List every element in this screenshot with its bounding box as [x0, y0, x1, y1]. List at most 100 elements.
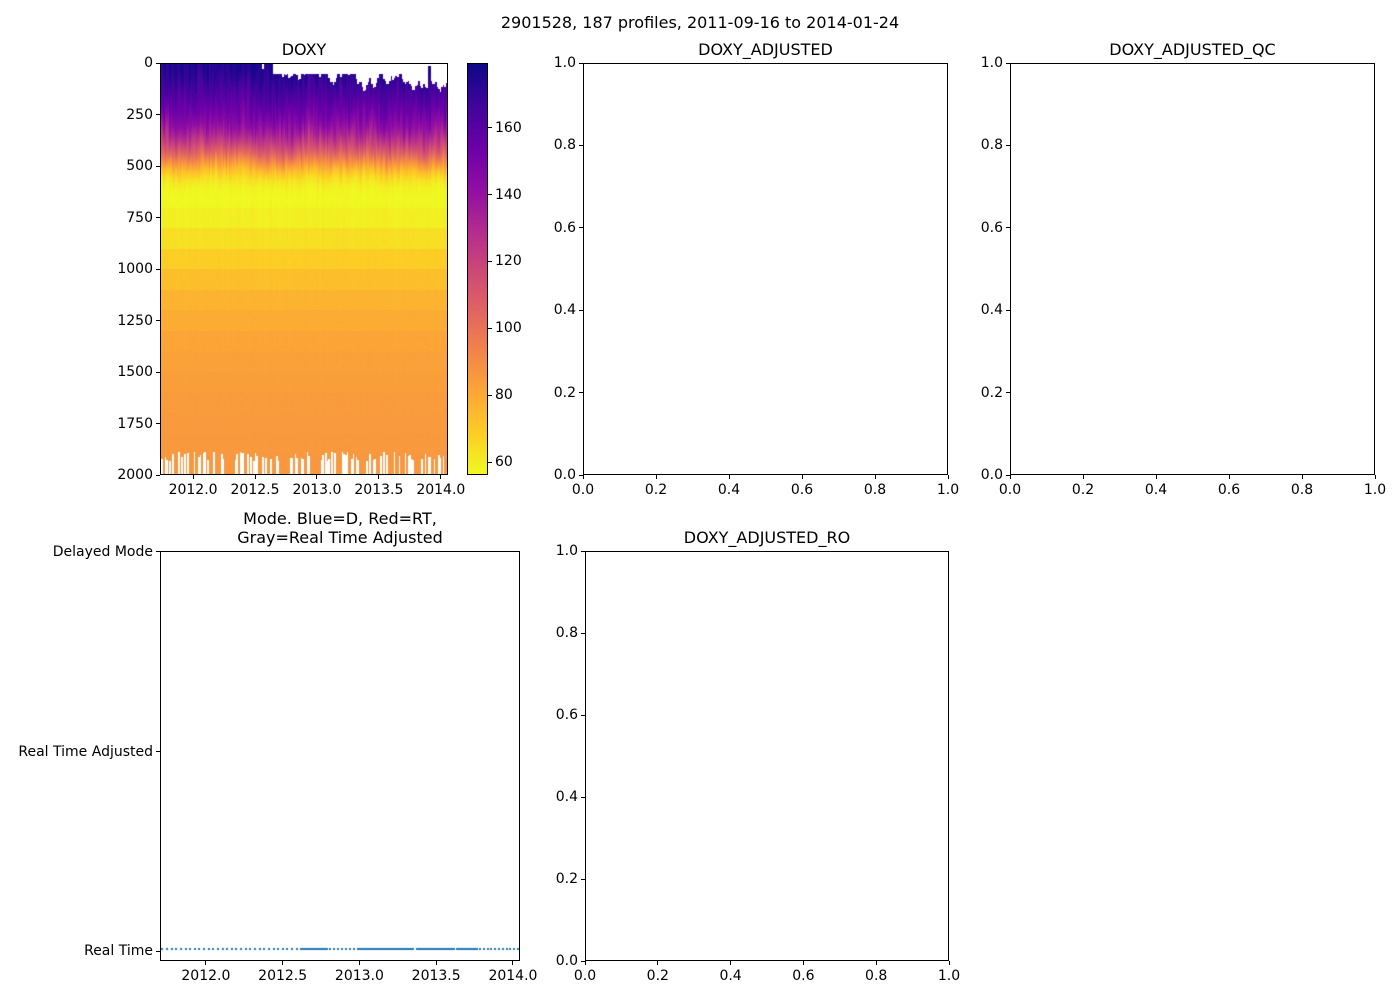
- tick-mark: [156, 320, 160, 321]
- tick-label: 0.4: [717, 482, 741, 498]
- tick-mark: [488, 194, 492, 196]
- tick-mark: [657, 961, 659, 965]
- tick-mark: [579, 474, 583, 476]
- tick-label: 160: [495, 119, 522, 136]
- tick-label: 1.0: [1363, 482, 1387, 498]
- tick-mark: [947, 475, 949, 479]
- tick-mark: [801, 475, 803, 479]
- tick-mark: [378, 475, 380, 479]
- tick-label: 0.2: [555, 871, 578, 887]
- tick-label: 1500: [117, 364, 153, 380]
- tick-label: 1.0: [936, 482, 960, 498]
- tick-label: 0.8: [553, 137, 576, 154]
- tick-label: 60: [495, 454, 513, 471]
- tick-label: 1.0: [553, 55, 576, 71]
- tick-mark: [728, 475, 730, 479]
- tick-label: 0.4: [553, 302, 576, 319]
- tick-label: 1.0: [555, 543, 578, 559]
- tick-label: 0.2: [646, 968, 669, 984]
- tick-mark: [435, 961, 437, 965]
- tick-label: 2000: [117, 467, 153, 483]
- tick-label: 2012.5: [258, 968, 308, 984]
- tick-label: 0.6: [790, 482, 814, 498]
- tick-mark: [581, 878, 585, 880]
- tick-label: 100: [495, 320, 522, 337]
- tick-mark: [205, 961, 207, 965]
- tick-mark: [254, 475, 256, 479]
- tick-label: 0.0: [980, 467, 1003, 483]
- tick-label: 1750: [117, 415, 153, 432]
- tick-mark: [582, 475, 584, 479]
- tick-mark: [579, 392, 583, 394]
- doxy-adjusted-qc-plot-title: DOXY_ADJUSTED_QC: [1109, 40, 1276, 59]
- tick-mark: [579, 144, 583, 146]
- tick-label: 0.0: [998, 482, 1022, 498]
- tick-label: 0.4: [555, 789, 578, 805]
- tick-label: 500: [126, 158, 153, 174]
- tick-label: 0.8: [980, 137, 1003, 154]
- tick-label: 1000: [117, 261, 153, 277]
- doxy-adjusted-plot-title: DOXY_ADJUSTED: [698, 40, 833, 59]
- tick-label: 140: [495, 186, 522, 203]
- tick-label: 0.6: [980, 219, 1003, 236]
- tick-label: 2013.0: [292, 482, 342, 498]
- tick-label: 1.0: [980, 55, 1003, 71]
- tick-mark: [579, 309, 583, 311]
- tick-label: 0.2: [1071, 482, 1095, 498]
- tick-label: 250: [126, 106, 153, 123]
- tick-label: 2014.0: [488, 968, 538, 984]
- tick-mark: [1374, 475, 1376, 479]
- doxy-heatmap-plot: [160, 63, 448, 475]
- tick-mark: [156, 950, 160, 952]
- tick-label: 0.6: [555, 707, 578, 723]
- tick-mark: [802, 961, 804, 965]
- tick-mark: [488, 327, 492, 329]
- tick-mark: [1006, 474, 1010, 476]
- tick-mark: [156, 114, 160, 115]
- tick-mark: [581, 796, 585, 798]
- tick-mark: [156, 217, 160, 218]
- tick-mark: [1006, 62, 1010, 64]
- tick-mark: [1301, 475, 1303, 479]
- tick-mark: [156, 474, 160, 476]
- tick-label: 0.2: [644, 482, 668, 498]
- tick-mark: [156, 423, 160, 424]
- tick-label: 2012.5: [230, 482, 280, 498]
- tick-mark: [875, 961, 877, 965]
- doxy-adjusted-ro-plot: [585, 551, 949, 961]
- tick-label: 2013.5: [411, 968, 461, 984]
- tick-mark: [1082, 475, 1084, 479]
- tick-label: 0.0: [571, 482, 595, 498]
- tick-mark: [488, 260, 492, 262]
- tick-label: Real Time: [84, 943, 153, 960]
- tick-mark: [1006, 144, 1010, 146]
- tick-label: 0.8: [555, 625, 578, 641]
- tick-mark: [581, 714, 585, 716]
- tick-label: 0.2: [553, 384, 576, 401]
- tick-label: 0.8: [1290, 482, 1314, 498]
- tick-label: 2012.0: [168, 482, 218, 498]
- tick-mark: [874, 475, 876, 479]
- tick-mark: [282, 961, 284, 965]
- tick-mark: [156, 165, 160, 167]
- tick-mark: [358, 961, 360, 965]
- tick-mark: [581, 632, 585, 634]
- tick-label: 1250: [117, 312, 153, 329]
- tick-label: 0.6: [1217, 482, 1241, 498]
- tick-mark: [488, 127, 492, 129]
- tick-mark: [579, 62, 583, 64]
- tick-label: Real Time Adjusted: [18, 743, 153, 760]
- tick-label: 2014.0: [416, 482, 466, 498]
- tick-label: 0.6: [792, 968, 815, 984]
- doxy-colorbar: [467, 63, 488, 475]
- doxy-plot-title: DOXY: [281, 40, 327, 59]
- tick-label: 0.4: [980, 302, 1003, 319]
- tick-mark: [730, 961, 732, 965]
- colorbar-gradient-canvas: [468, 64, 487, 474]
- mode-plot: [160, 551, 520, 961]
- tick-label: 0.8: [865, 968, 888, 984]
- tick-mark: [1228, 475, 1230, 479]
- tick-label: 2013.0: [334, 968, 384, 984]
- tick-mark: [581, 960, 585, 962]
